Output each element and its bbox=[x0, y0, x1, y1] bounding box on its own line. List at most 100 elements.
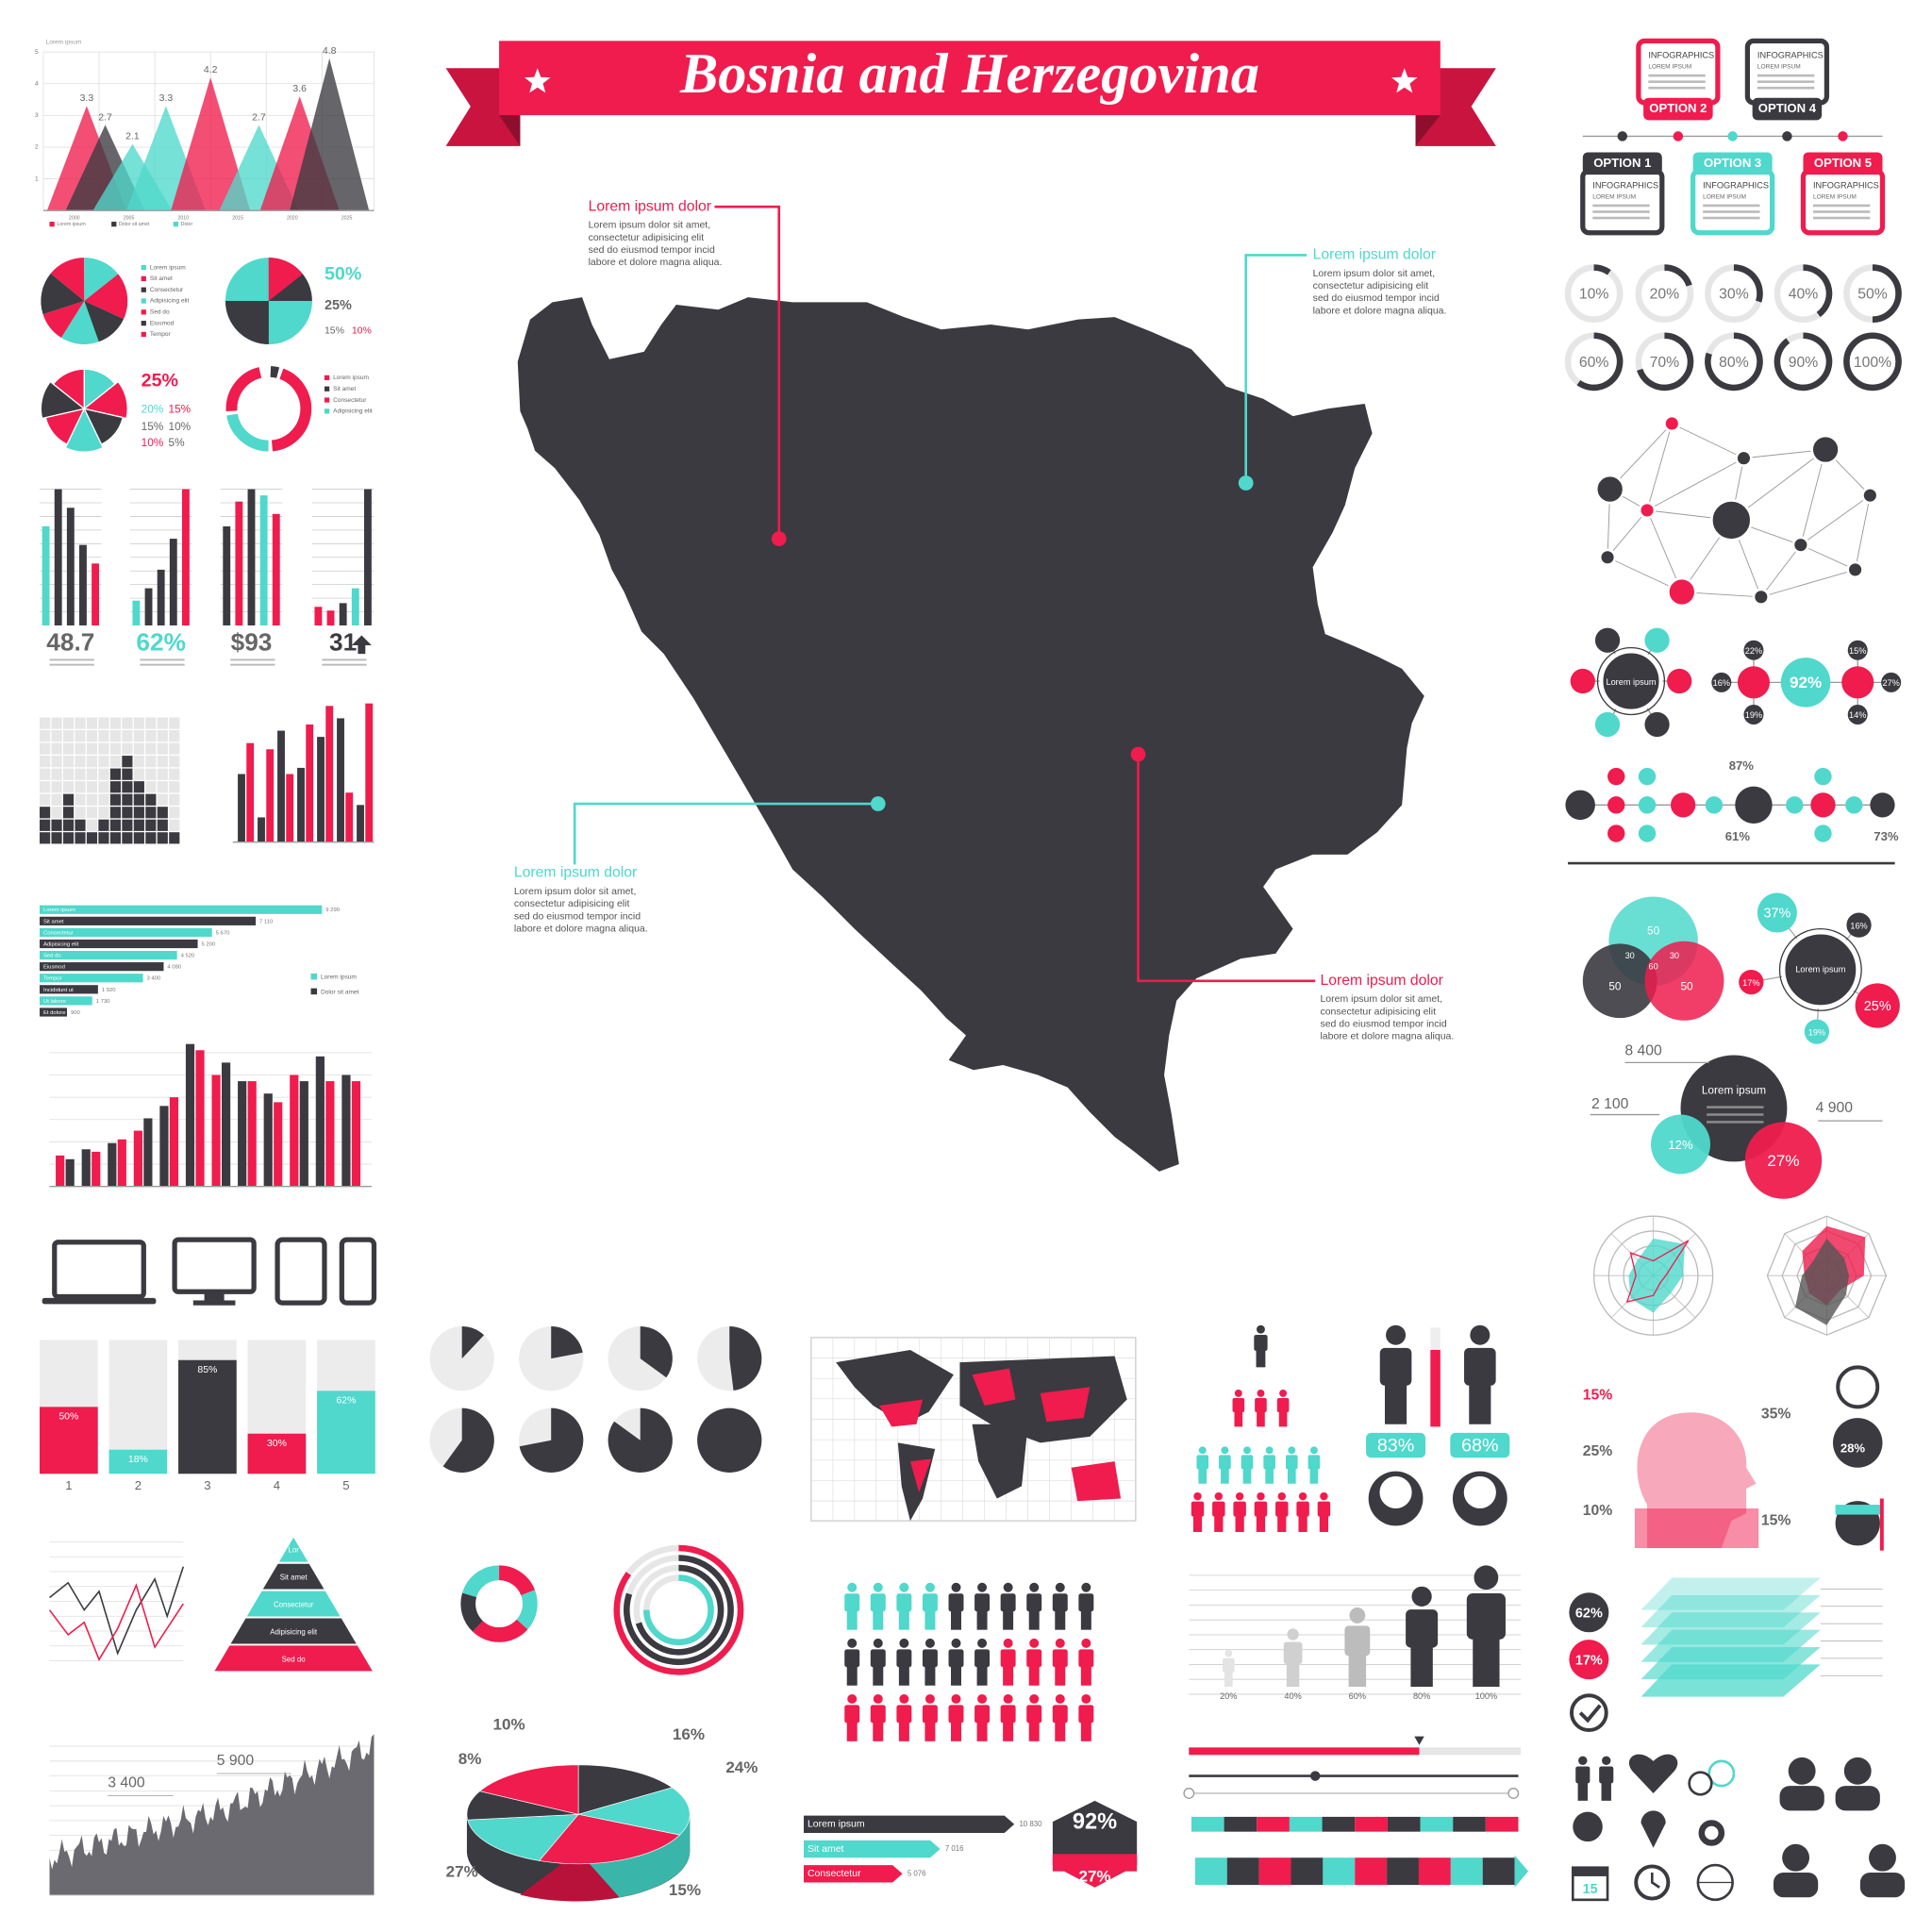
option-sub: LOREM IPSUM bbox=[1648, 64, 1691, 71]
value-label: 10 830 bbox=[1019, 1820, 1042, 1828]
value-label: 4 080 bbox=[167, 965, 181, 971]
ring-arc bbox=[1705, 332, 1763, 391]
person-icon bbox=[1193, 1491, 1202, 1501]
stat-value: 31 bbox=[329, 628, 357, 657]
callout-text: Lorem ipsum dolor sit amet, bbox=[1320, 993, 1442, 1005]
person-icon bbox=[1277, 1514, 1287, 1532]
person-icon bbox=[1386, 1324, 1407, 1345]
person-icon bbox=[1279, 1389, 1288, 1397]
bar bbox=[40, 1008, 68, 1017]
person-icon bbox=[974, 1649, 991, 1668]
pyramid-label: Sit amet bbox=[280, 1574, 308, 1582]
hex-stat: 92% bbox=[1073, 1810, 1117, 1835]
person-icon bbox=[1052, 1649, 1068, 1668]
value-label: 4.2 bbox=[204, 64, 218, 75]
x-tick-label: 2005 bbox=[124, 215, 135, 221]
pie3d-slice bbox=[577, 1764, 674, 1815]
ring-arc bbox=[1637, 332, 1694, 391]
text-line bbox=[1703, 210, 1760, 213]
node-stat: 14% bbox=[1849, 710, 1866, 720]
network-link bbox=[1607, 509, 1648, 558]
flow-node bbox=[1705, 796, 1724, 814]
callout-text: labore et dolore magna aliqua. bbox=[589, 257, 723, 268]
person-icon bbox=[1384, 1379, 1407, 1424]
x-tick-label: 100% bbox=[1475, 1691, 1497, 1701]
legend-label: Adipisicing elit bbox=[333, 408, 373, 415]
x-tick-label: 5 bbox=[342, 1478, 349, 1492]
pyramid-tier bbox=[211, 1643, 376, 1674]
column bbox=[263, 1093, 273, 1187]
legend-label: Lorem ipsum bbox=[150, 264, 186, 271]
callout-text: Lorem ipsum dolor sit amet, bbox=[514, 886, 637, 897]
stat-bar bbox=[181, 489, 190, 625]
avatar-icon bbox=[1463, 1475, 1496, 1509]
text-line bbox=[1707, 1121, 1764, 1124]
x-tick-label: 2020 bbox=[287, 215, 298, 221]
option-sub: LOREM IPSUM bbox=[1813, 193, 1857, 200]
grid-square bbox=[122, 730, 133, 742]
stat-bar bbox=[235, 501, 243, 625]
value-label: 900 bbox=[71, 1010, 81, 1016]
callout-text: sed do eiusmod tempor incid bbox=[589, 244, 715, 256]
bar-label: Lorem ipsum bbox=[808, 1819, 865, 1830]
person-icon bbox=[1470, 1324, 1491, 1345]
pie-slice bbox=[60, 301, 99, 344]
grid-square bbox=[157, 730, 168, 742]
grid-square bbox=[75, 768, 86, 780]
avatar-icon bbox=[1773, 1872, 1819, 1898]
text-line bbox=[49, 658, 94, 661]
grid-square bbox=[109, 832, 121, 844]
person-icon bbox=[1255, 1398, 1267, 1413]
callout-text: Lorem ipsum dolor sit amet, bbox=[1313, 268, 1436, 279]
grid-square bbox=[157, 768, 168, 780]
bar-label: Et dolore bbox=[43, 1010, 66, 1016]
ring-label: 100% bbox=[1854, 355, 1891, 371]
person-icon bbox=[1265, 1446, 1274, 1455]
person-icon bbox=[899, 1693, 909, 1704]
grid-square bbox=[62, 793, 75, 806]
continent bbox=[1071, 1461, 1122, 1502]
grid-square bbox=[62, 832, 75, 844]
grid-square bbox=[51, 768, 62, 780]
node bbox=[1667, 668, 1692, 694]
column bbox=[56, 1155, 65, 1187]
column bbox=[337, 718, 344, 842]
segment bbox=[1420, 1816, 1454, 1832]
grid-square bbox=[169, 768, 180, 780]
column bbox=[133, 1130, 142, 1187]
text-line bbox=[230, 663, 275, 666]
grid-square bbox=[86, 730, 98, 742]
callout-text: sed do eiusmod tempor incid bbox=[1320, 1018, 1446, 1029]
column bbox=[65, 1158, 75, 1187]
trend-line bbox=[48, 1583, 184, 1661]
peak bbox=[290, 58, 370, 211]
bubble-label: 8 400 bbox=[1624, 1043, 1662, 1059]
slider-marker bbox=[1414, 1736, 1424, 1745]
donut-arc bbox=[271, 368, 312, 452]
pie-stat: 20% bbox=[142, 403, 164, 416]
grid-square bbox=[98, 793, 109, 806]
avatar-icon bbox=[1835, 1786, 1880, 1811]
person-icon bbox=[846, 1608, 858, 1630]
pie-stat: 50% bbox=[325, 264, 361, 285]
star-icon bbox=[525, 68, 551, 93]
person-icon bbox=[844, 1705, 860, 1724]
grid-square bbox=[109, 793, 121, 806]
person-icon bbox=[1224, 1670, 1233, 1688]
pie3d-slice bbox=[577, 1787, 691, 1836]
grid-square bbox=[157, 793, 168, 806]
head-stat: 35% bbox=[1761, 1406, 1791, 1422]
bubble-label: 27% bbox=[1767, 1152, 1799, 1170]
person-icon bbox=[1192, 1514, 1203, 1532]
bubble bbox=[1846, 912, 1872, 938]
callout-text: consectetur adipisicing elit bbox=[1320, 1006, 1436, 1017]
ring-label: 30% bbox=[1719, 287, 1749, 303]
grid-square bbox=[62, 717, 75, 729]
person-icon bbox=[873, 1720, 884, 1741]
ring-arc bbox=[1664, 264, 1692, 287]
clock-icon bbox=[1634, 1864, 1671, 1901]
avatar-icon bbox=[1843, 1757, 1872, 1785]
person-icon bbox=[951, 1638, 961, 1648]
node bbox=[1847, 640, 1868, 660]
callout-text: Lorem ipsum dolor sit amet, bbox=[589, 220, 711, 231]
